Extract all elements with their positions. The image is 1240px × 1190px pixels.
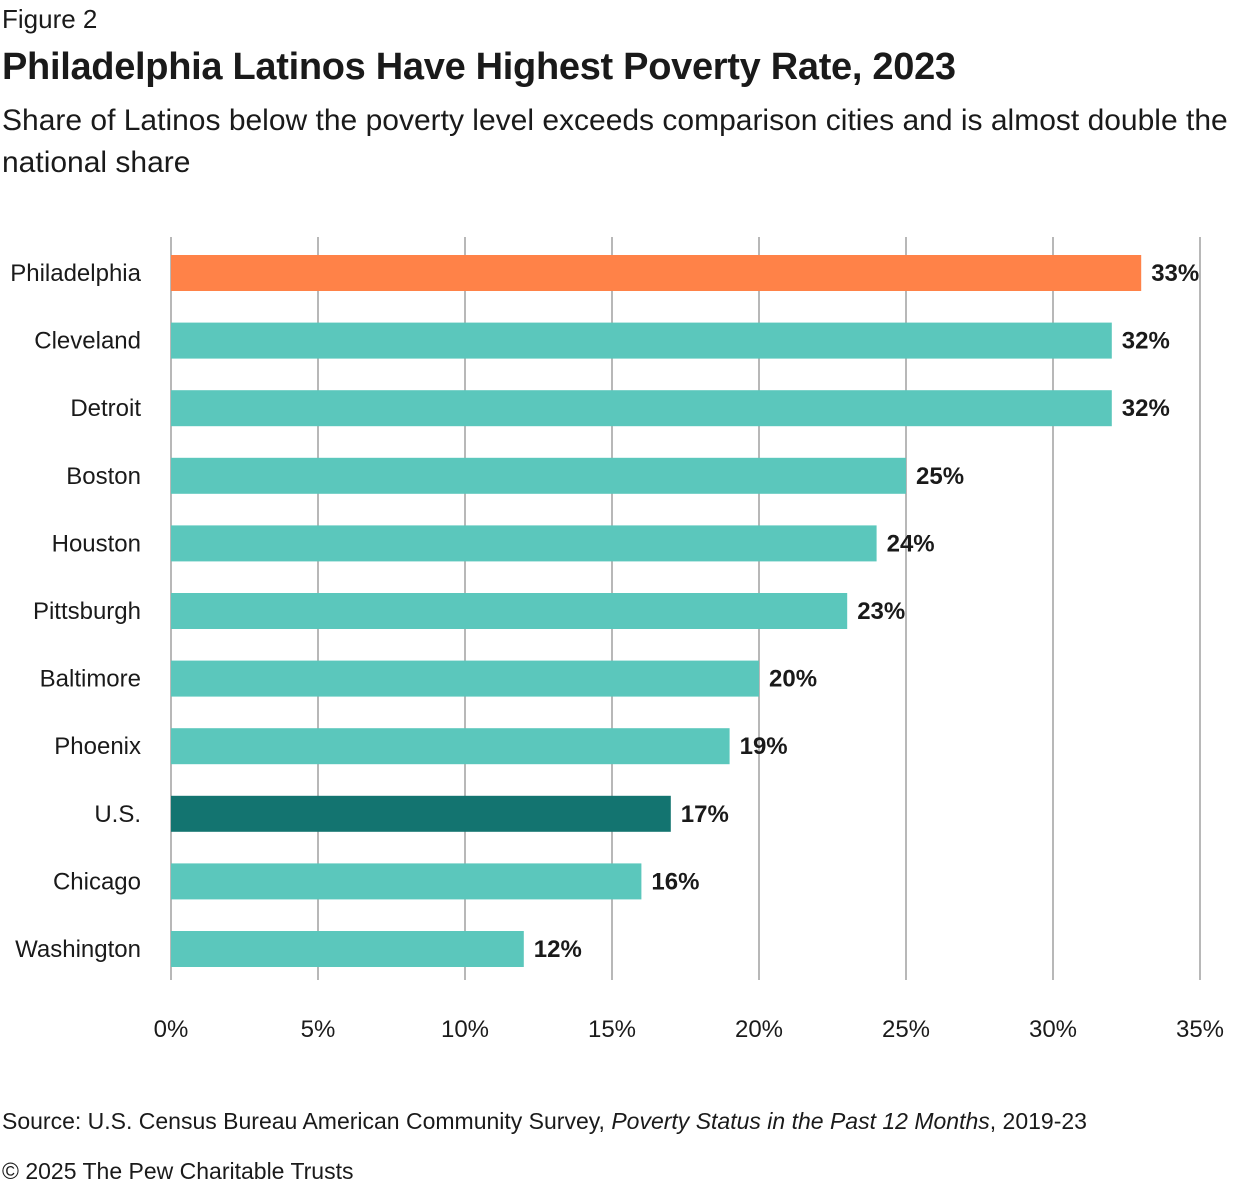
bar (171, 660, 759, 697)
bar (171, 255, 1142, 291)
x-tick-label: 10% (441, 1016, 489, 1043)
y-category-label: Cleveland (34, 328, 141, 355)
data-label: 25% (916, 463, 964, 490)
x-tick-label: 35% (1176, 1016, 1224, 1043)
y-category-label: Boston (66, 463, 141, 490)
bar (171, 931, 524, 967)
y-category-label: Washington (15, 936, 141, 963)
y-category-label: Phoenix (54, 733, 141, 760)
y-category-label: Pittsburgh (33, 598, 141, 625)
y-category-label: Houston (52, 530, 141, 557)
data-label: 17% (681, 801, 729, 828)
bar (171, 390, 1112, 427)
y-category-label: Chicago (53, 868, 141, 895)
x-tick-label: 20% (735, 1016, 783, 1043)
source-prefix: Source: U.S. Census Bureau American Comm… (2, 1108, 612, 1134)
data-label: 12% (534, 936, 582, 963)
bar (171, 525, 877, 562)
data-label: 19% (740, 733, 788, 760)
chart-subtitle: Share of Latinos below the poverty level… (2, 104, 1228, 179)
bar (171, 457, 906, 494)
data-label: 32% (1122, 395, 1170, 422)
x-tick-label: 15% (588, 1016, 636, 1043)
data-label: 32% (1122, 328, 1170, 355)
y-category-label: U.S. (94, 801, 141, 828)
bar (171, 795, 671, 832)
x-tick-label: 25% (882, 1016, 930, 1043)
data-label: 16% (651, 868, 699, 895)
bar-chart: 0% 5% 10% 15% 20% 25% 30% 35% Philadelphia 33% Cle… (10, 237, 1224, 1043)
bar (171, 728, 730, 765)
x-tick-label: 5% (301, 1016, 336, 1043)
y-category-label: Detroit (70, 395, 141, 422)
copyright: © 2025 The Pew Charitable Trusts (2, 1158, 354, 1184)
source-italic: Poverty Status in the Past 12 Months (611, 1108, 990, 1134)
bar (171, 593, 848, 629)
source-suffix: , 2019-23 (989, 1108, 1087, 1134)
x-tick-label: 30% (1029, 1016, 1077, 1043)
data-label: 33% (1151, 260, 1199, 287)
bar (171, 322, 1112, 359)
x-tick-label: 0% (154, 1016, 189, 1043)
data-label: 23% (857, 598, 905, 625)
source-note: Source: U.S. Census Bureau American Comm… (2, 1108, 1087, 1135)
y-category-label: Philadelphia (10, 260, 141, 287)
data-label: 20% (769, 666, 817, 693)
bar (171, 863, 642, 900)
chart-title: Philadelphia Latinos Have Highest Povert… (2, 46, 956, 88)
figure-label: Figure 2 (2, 4, 98, 34)
y-category-label: Baltimore (40, 666, 141, 693)
data-label: 24% (887, 530, 935, 557)
